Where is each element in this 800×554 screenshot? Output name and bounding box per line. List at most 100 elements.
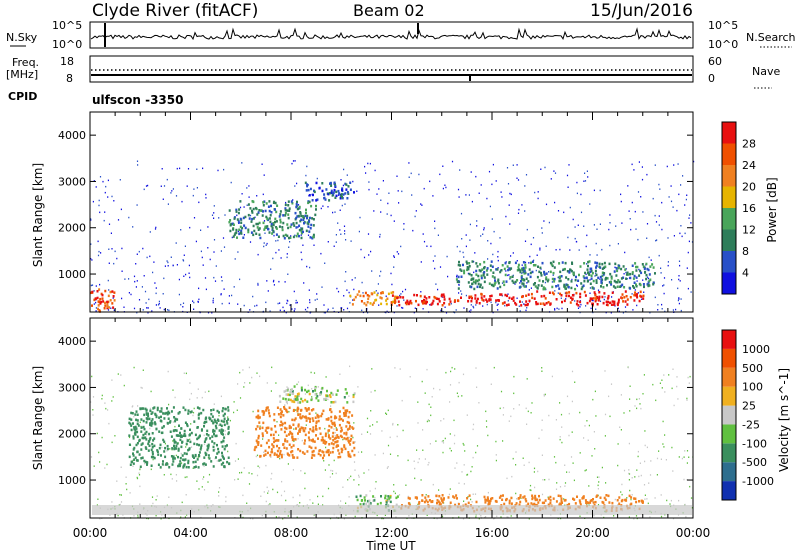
data-cell [279,408,282,411]
data-cell [594,500,597,504]
data-cell [152,458,154,461]
data-cell [449,488,451,490]
data-cell [526,282,528,284]
data-cell [145,302,147,304]
ground-scatter-cell [449,505,452,515]
data-cell [341,196,343,199]
data-cell [188,264,190,267]
data-cell [220,424,223,428]
data-cell [408,301,411,304]
data-cell [568,164,570,166]
data-cell [263,451,265,453]
ground-scatter-cell [350,505,353,515]
data-cell [125,476,127,478]
data-cell [162,293,164,295]
velocity-x-ticks [89,318,694,518]
data-cell [643,374,645,376]
data-cell [644,498,646,500]
data-cell [314,299,316,301]
data-cell [312,224,315,227]
data-cell [436,499,439,502]
data-cell [125,483,127,485]
data-cell [267,227,269,231]
data-cell [288,433,290,436]
data-cell [91,284,94,286]
data-cell [300,231,303,235]
data-cell [227,418,230,421]
data-cell [459,268,462,271]
data-cell [424,458,426,460]
data-cell [168,411,171,415]
data-cell [586,234,588,237]
data-cell [192,411,195,414]
data-cell [486,197,488,200]
data-cell [659,382,661,384]
data-cell [177,464,180,468]
data-cell [587,279,589,282]
data-cell [588,299,591,303]
data-cell [682,175,684,177]
ground-scatter-cell [638,505,641,515]
data-cell [279,452,281,455]
data-cell [300,214,303,218]
data-cell [409,299,412,303]
ground-scatter-cell [647,505,650,515]
data-cell [283,309,285,312]
ground-scatter-cell [368,505,371,515]
data-cell [204,277,207,279]
data-cell [223,436,226,439]
data-cell [347,439,350,442]
data-cell [327,206,329,208]
data-cell [554,201,556,204]
data-cell [656,457,659,460]
data-cell [151,442,154,446]
data-cell [592,498,594,501]
data-cell [266,217,269,221]
ground-scatter-cell [278,505,281,515]
data-cell [471,260,474,263]
ground-scatter-cell [461,505,464,515]
data-cell [187,459,190,463]
data-cell [306,265,308,268]
data-cell [437,288,439,291]
data-cell [213,276,215,279]
data-cell [467,501,470,505]
data-cell [300,234,302,236]
data-cell [574,237,576,240]
data-cell [97,254,100,257]
data-cell [153,261,155,263]
data-cell [362,503,365,506]
data-cell [633,299,636,302]
data-cell [146,463,148,466]
data-cell [589,254,591,256]
data-cell [242,216,245,220]
data-cell [172,389,174,391]
data-cell [293,290,295,293]
data-cell [559,402,561,404]
data-cell [385,299,388,302]
data-cell [633,518,635,520]
data-cell [286,402,288,405]
data-cell [182,302,185,304]
data-cell [345,425,348,428]
data-cell [609,301,612,304]
ground-scatter-cell [629,505,632,515]
data-cell [136,450,139,453]
data-cell [224,445,227,448]
data-cell [369,302,372,305]
ground-scatter-cell [593,505,596,515]
data-cell [349,455,352,458]
data-cell [684,503,686,506]
data-cell [527,502,530,506]
data-cell [330,189,333,193]
data-cell [292,222,295,225]
data-cell [335,472,337,475]
data-cell [104,289,107,293]
data-cell [159,419,162,422]
data-cell [328,453,330,457]
ground-scatter-cell [383,505,386,515]
data-cell [225,500,227,503]
data-cell [664,391,666,393]
data-cell [313,244,315,246]
data-cell [279,450,282,453]
